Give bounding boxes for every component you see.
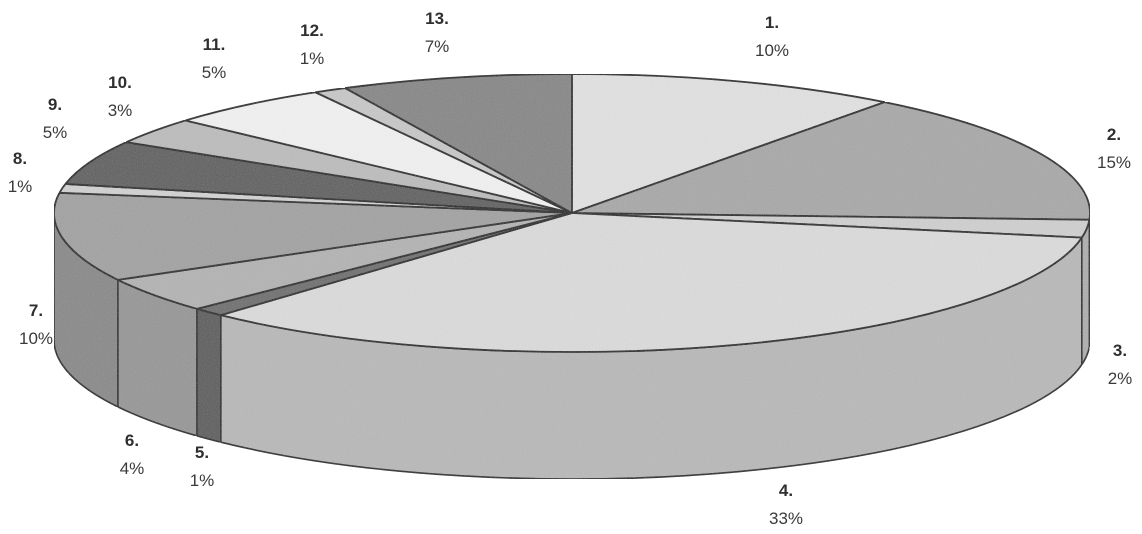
pie-labels: 1. 10% 2. 15% 3. 2% 4. 33% 5. 1% 6. 4% 7. 10% 8. 1% 9. 5%…: [8, 9, 1133, 528]
slice-percent-13: 7%: [425, 37, 450, 56]
slice-label-7: 7.: [29, 301, 43, 320]
slice-label-8: 8.: [13, 149, 27, 168]
slice-percent-10: 3%: [108, 101, 133, 120]
slice-percent-1: 10%: [755, 41, 789, 60]
slice-percent-2: 15%: [1097, 153, 1131, 172]
slice-label-9: 9.: [48, 95, 62, 114]
pie-slice-2: [571, 101, 1091, 221]
slice-label-4: 4.: [779, 481, 793, 500]
pie-side-5: [196, 308, 222, 443]
slice-percent-7: 10%: [19, 329, 53, 348]
slice-percent-6: 4%: [120, 459, 145, 478]
slice-label-6: 6.: [125, 431, 139, 450]
pie-side-3: [1081, 218, 1091, 366]
slice-percent-4: 33%: [769, 509, 803, 528]
pie-slice-4: [219, 212, 1083, 353]
pie-slice-11: [184, 91, 573, 214]
pie-sides: [53, 212, 1091, 480]
slice-label-2: 2.: [1107, 125, 1121, 144]
slice-percent-3: 2%: [1108, 369, 1133, 388]
pie-tops: [53, 73, 1091, 353]
slice-label-1: 1.: [765, 13, 779, 32]
pie-slice-13: [344, 73, 573, 214]
pie-slice-7: [53, 191, 573, 281]
slice-label-3: 3.: [1113, 341, 1127, 360]
slice-label-12: 12.: [300, 21, 324, 40]
slice-percent-8: 1%: [8, 177, 33, 196]
pie-slice-1: [571, 73, 886, 214]
slice-label-11: 11.: [203, 35, 226, 54]
slice-label-13: 13.: [425, 9, 449, 28]
slice-percent-9: 5%: [43, 123, 68, 142]
pie-slice-9: [64, 141, 573, 214]
slice-percent-12: 1%: [300, 49, 325, 68]
slice-label-10: 10.: [108, 73, 132, 92]
slice-label-5: 5.: [195, 443, 209, 462]
slice-percent-11: 5%: [202, 63, 227, 82]
slice-percent-5: 1%: [190, 471, 215, 490]
